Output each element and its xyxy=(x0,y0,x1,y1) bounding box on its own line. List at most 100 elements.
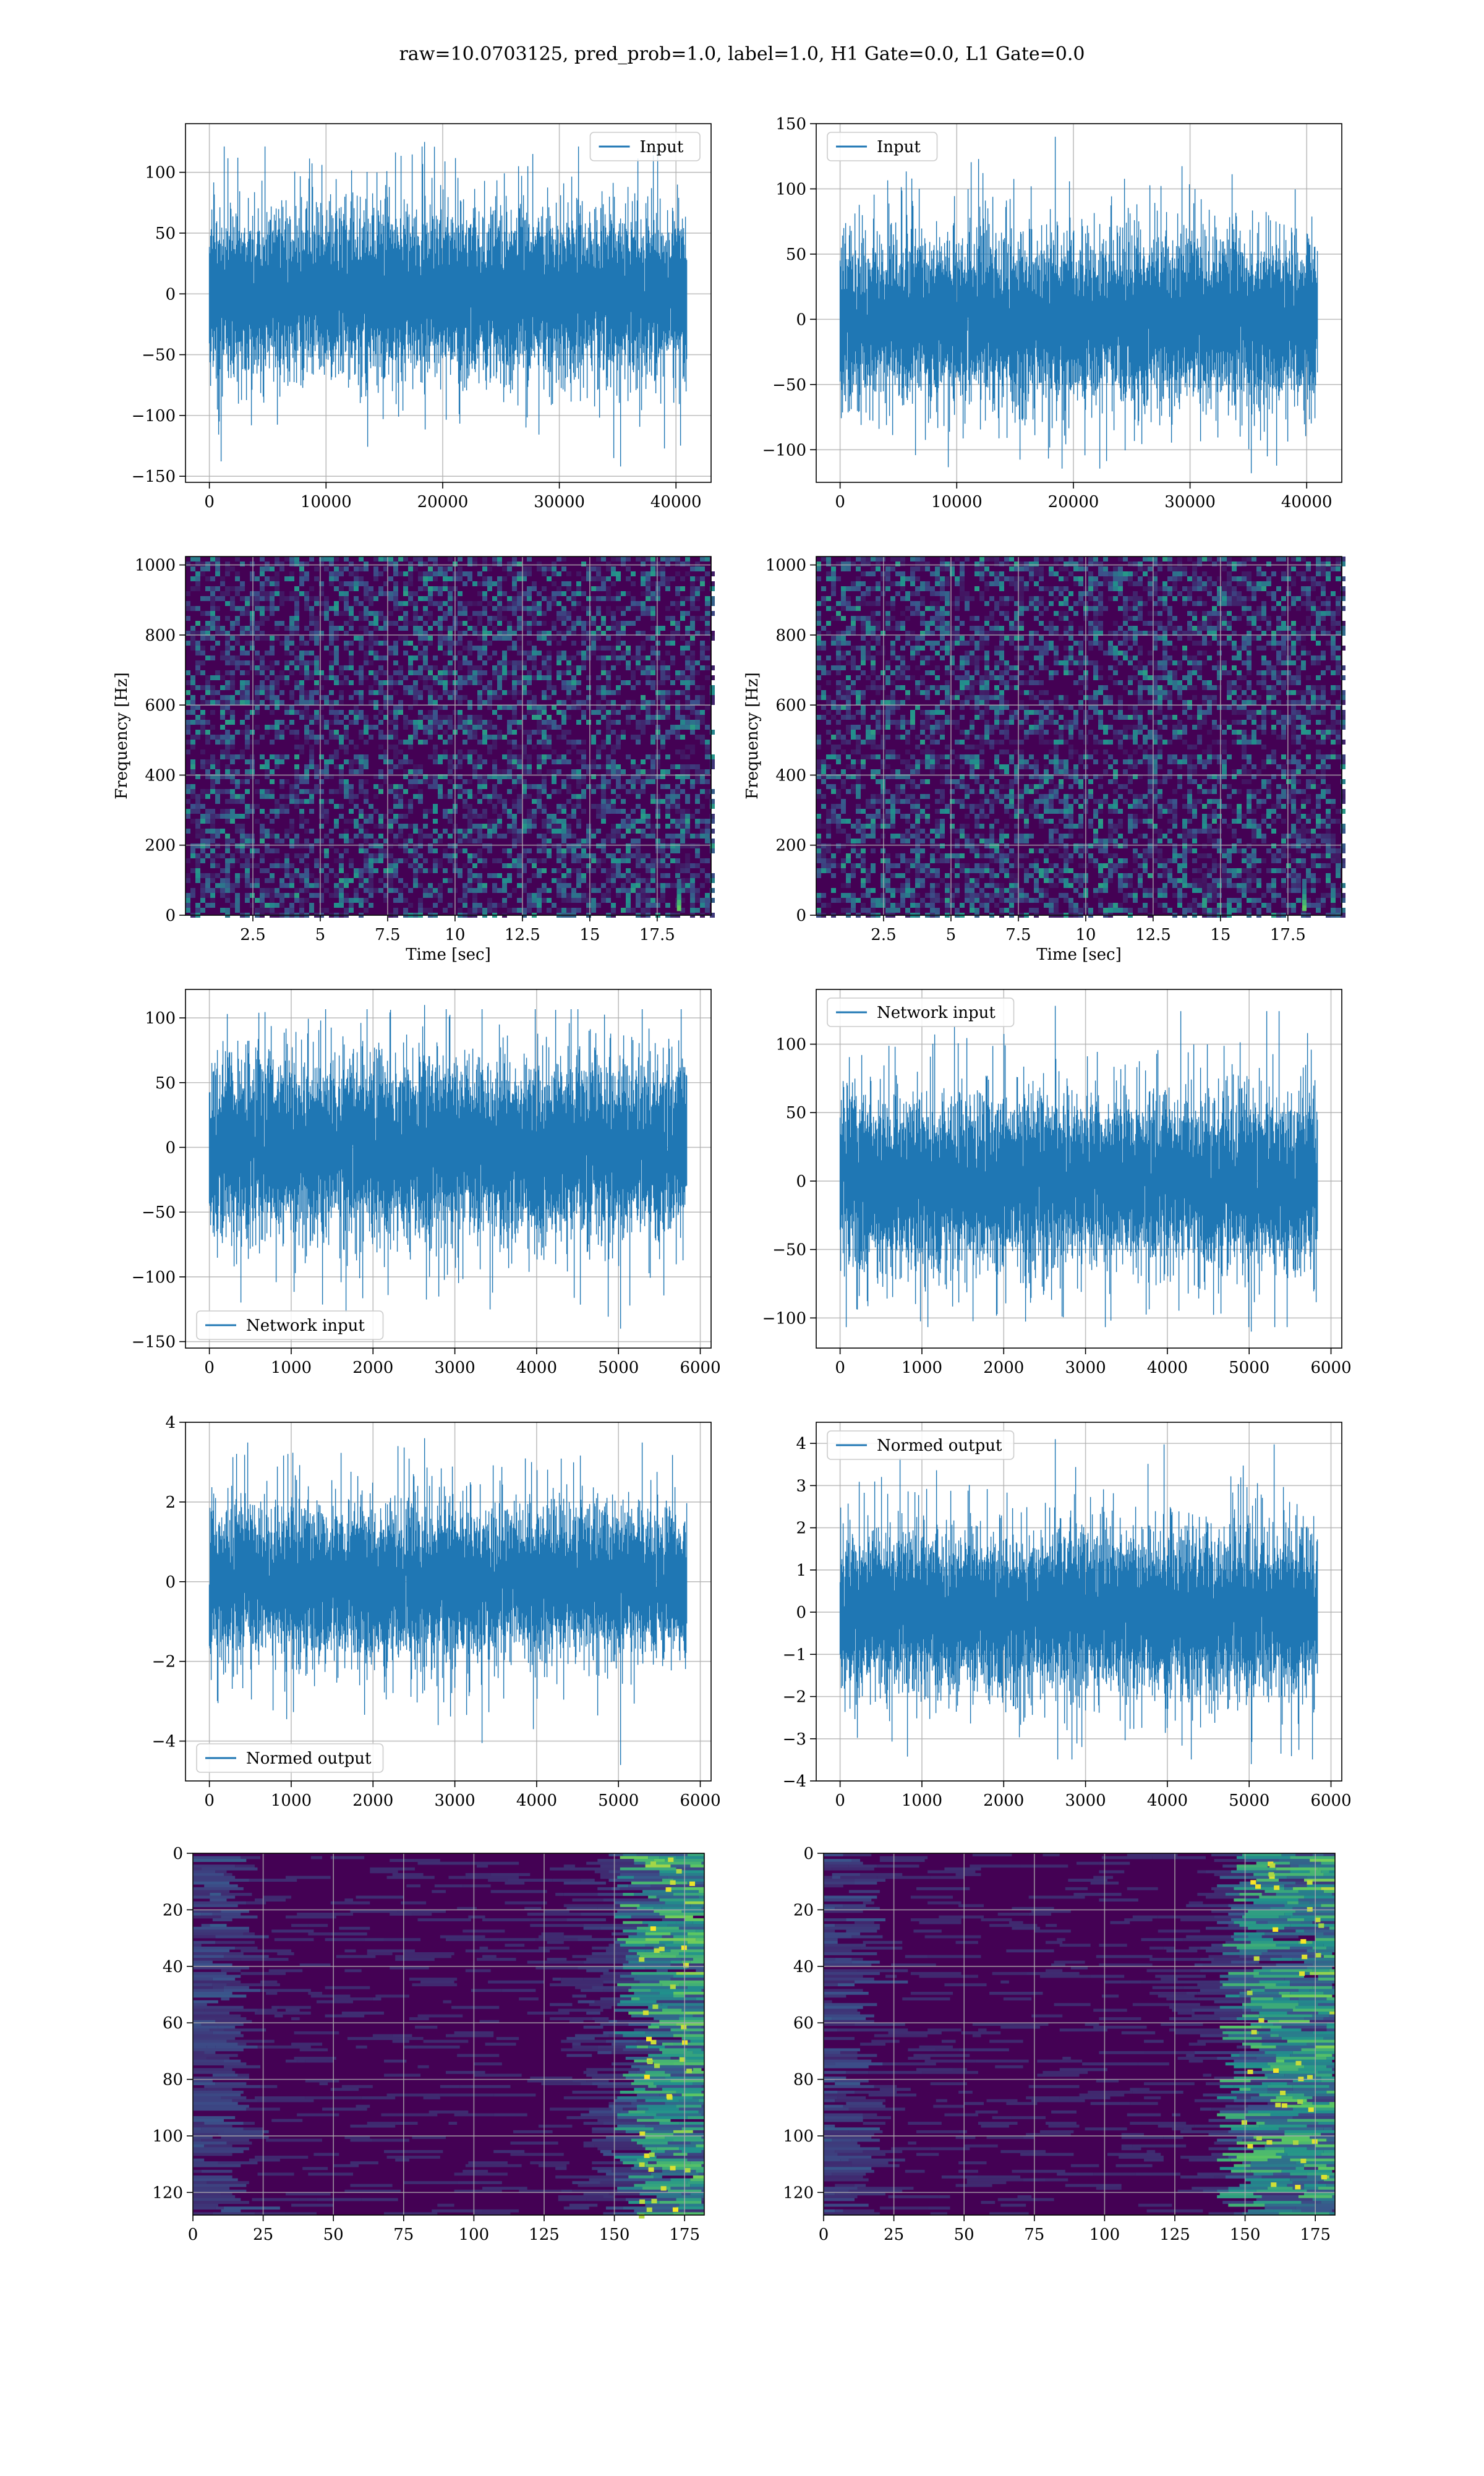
heatmap-cell xyxy=(566,571,571,576)
heatmap-cell xyxy=(700,700,705,705)
heatmap-cell xyxy=(497,591,502,596)
heatmap-cell xyxy=(826,868,831,873)
heatmap-cell xyxy=(403,740,408,745)
heatmap-cell xyxy=(881,700,885,705)
heatmap-cell xyxy=(566,730,571,735)
heatmap-cell xyxy=(359,898,364,903)
heatmap-cell xyxy=(393,596,398,601)
heatmap-cell xyxy=(895,591,900,596)
heatmap-cell xyxy=(561,784,566,789)
heatmap-cell xyxy=(458,700,463,705)
heatmap-cell xyxy=(631,596,636,601)
heatmap-cell xyxy=(871,848,876,853)
heatmap-cell xyxy=(885,858,890,863)
heatmap-cell xyxy=(851,893,856,898)
heatmap-cell xyxy=(690,675,695,680)
heatmap-cell xyxy=(507,725,512,730)
heatmap-cell xyxy=(881,576,885,581)
heatmap-cell xyxy=(700,616,705,621)
heatmap-cell xyxy=(215,626,220,631)
heatmap-cell xyxy=(378,745,383,749)
heatmap-cell xyxy=(354,601,359,606)
heatmap-cell xyxy=(378,591,383,596)
heatmap-cell xyxy=(279,809,284,814)
heatmap-cell xyxy=(655,665,660,670)
heatmap-cell xyxy=(240,794,245,799)
heatmap-cell xyxy=(334,586,339,591)
heatmap-cell xyxy=(861,720,866,725)
heatmap-cell xyxy=(284,626,289,631)
heatmap-cell xyxy=(705,873,710,878)
heatmap-cell xyxy=(690,749,695,754)
heatmap-cell xyxy=(240,829,245,834)
heatmap-cell xyxy=(359,616,364,621)
heatmap-cell xyxy=(433,566,438,571)
heatmap-cell xyxy=(816,695,821,700)
heatmap-cell xyxy=(482,725,487,730)
heatmap-cell xyxy=(403,636,408,641)
heatmap-cell xyxy=(675,586,680,591)
heatmap-cell xyxy=(373,725,378,730)
x-tick-label: 17.5 xyxy=(639,926,675,944)
heatmap-cell xyxy=(210,898,215,903)
heatmap-cell xyxy=(344,794,349,799)
heatmap-cell xyxy=(255,601,260,606)
heatmap-cell xyxy=(200,853,205,858)
heatmap-cell xyxy=(690,710,695,715)
heatmap-cell xyxy=(398,700,403,705)
heatmap-cell xyxy=(665,873,670,878)
heatmap-cell xyxy=(881,898,885,903)
heatmap-cell xyxy=(225,591,230,596)
heatmap-cell xyxy=(448,843,453,848)
heatmap-cell xyxy=(581,764,586,769)
heatmap-cell xyxy=(299,799,304,804)
heatmap-cell xyxy=(621,809,626,814)
heatmap-cell xyxy=(359,557,364,561)
heatmap-cell xyxy=(472,725,477,730)
heatmap-cell xyxy=(275,759,279,764)
heatmap-cell xyxy=(255,655,260,660)
heatmap-cell xyxy=(685,769,690,774)
heatmap-cell xyxy=(576,670,581,675)
heatmap-cell xyxy=(205,740,210,745)
heatmap-cell xyxy=(359,700,364,705)
heatmap-cell xyxy=(497,636,502,641)
heatmap-cell xyxy=(532,621,537,626)
heatmap-cell xyxy=(866,878,871,883)
heatmap-cell xyxy=(289,636,294,641)
heatmap-cell xyxy=(710,759,715,764)
heatmap-cell xyxy=(472,829,477,834)
heatmap-cell xyxy=(517,804,522,809)
heatmap-cell xyxy=(458,759,463,764)
heatmap-cell xyxy=(413,601,418,606)
heatmap-cell xyxy=(467,576,472,581)
heatmap-cell xyxy=(294,655,299,660)
heatmap-cell xyxy=(344,834,349,839)
heatmap-cell xyxy=(497,660,502,665)
heatmap-cell xyxy=(443,908,448,913)
heatmap-cell xyxy=(601,745,606,749)
heatmap-cell xyxy=(245,858,250,863)
heatmap-cell xyxy=(626,903,631,908)
heatmap-cell xyxy=(561,651,566,655)
heatmap-cell xyxy=(220,596,225,601)
heatmap-cell xyxy=(378,571,383,576)
heatmap-cell xyxy=(265,675,270,680)
heatmap-cell xyxy=(443,670,448,675)
heatmap-cell xyxy=(821,824,826,829)
heatmap-cell xyxy=(556,735,561,740)
heatmap-cell xyxy=(816,576,821,581)
heatmap-cell xyxy=(492,794,497,799)
heatmap-cell xyxy=(596,710,601,715)
heatmap-cell xyxy=(890,710,895,715)
heatmap-cell xyxy=(665,843,670,848)
heatmap-cell xyxy=(240,581,245,586)
heatmap-cell xyxy=(621,705,626,710)
heatmap-cell xyxy=(905,759,910,764)
heatmap-cell xyxy=(626,646,631,651)
heatmap-cell xyxy=(230,685,235,690)
heatmap-cell xyxy=(826,764,831,769)
heatmap-cell xyxy=(225,878,230,883)
heatmap-cell xyxy=(831,705,836,710)
heatmap-cell xyxy=(472,611,477,616)
